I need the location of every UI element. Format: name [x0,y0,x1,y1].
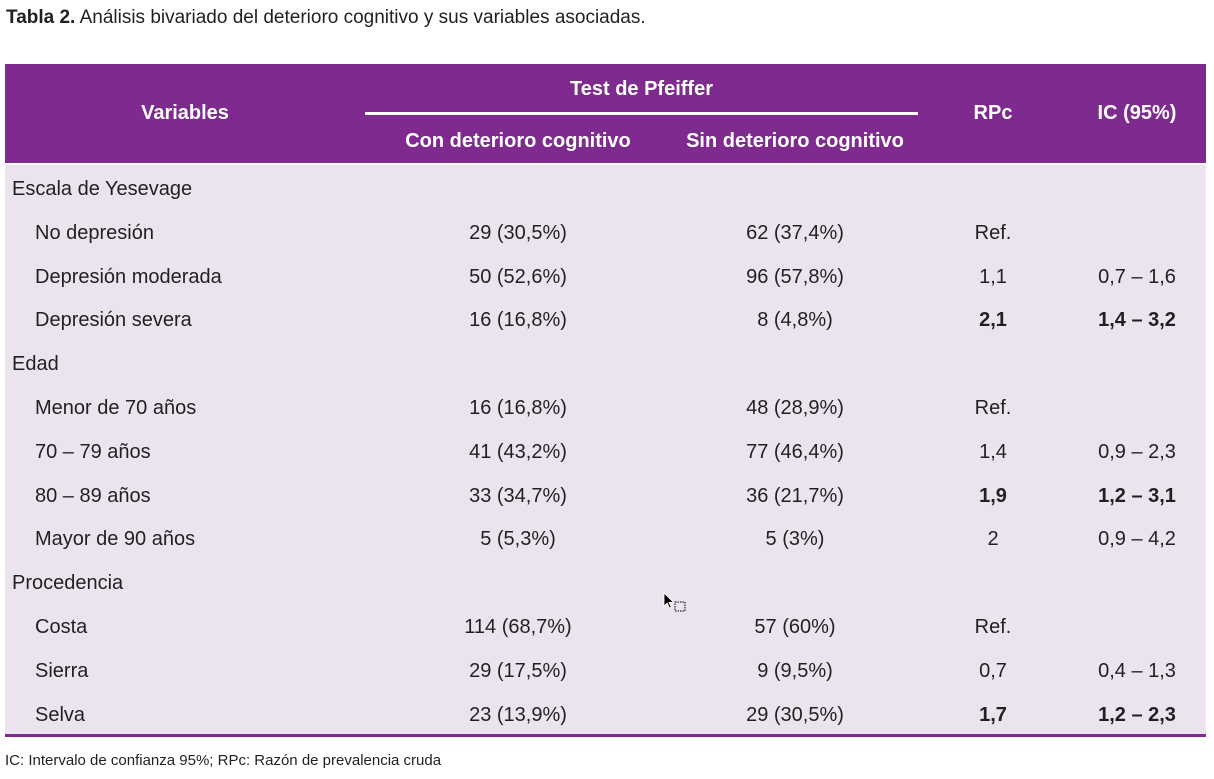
row-label: 80 – 89 años [35,484,151,507]
row-label: Depresión moderada [35,265,222,288]
cell-ic: 0,9 – 2,3 [1098,440,1176,463]
cell-sin-deterioro: 36 (21,7%) [746,484,844,507]
header-ic: IC (95%) [1097,102,1177,124]
table-row: Sierra 29 (17,5%) 9 (9,5%) 0,7 0,4 – 1,3 [5,650,1206,694]
cell-con-deterioro: 33 (34,7%) [469,484,567,507]
cell-con-deterioro: 50 (52,6%) [469,265,567,288]
data-table: Variables Test de Pfeiffer Con deterioro… [5,64,1206,736]
cell-ic: 0,4 – 1,3 [1098,659,1176,682]
cell-rpc: 1,4 [979,440,1007,463]
cell-con-deterioro: 29 (17,5%) [469,659,567,682]
cell-ic: 1,2 – 2,3 [1098,703,1176,726]
row-label: Selva [35,703,86,726]
cell-sin-deterioro: 9 (9,5%) [757,659,833,682]
cell-ic: 0,7 – 1,6 [1098,265,1176,288]
cell-con-deterioro: 23 (13,9%) [469,703,567,726]
cell-rpc: 2,1 [979,309,1007,332]
cell-ic: 0,9 – 4,2 [1098,528,1176,551]
table-body: Escala de Yesevage No depresión 29 (30,5%)… [5,168,1206,737]
cell-sin-deterioro: 8 (4,8%) [757,309,833,332]
cell-sin-deterioro: 5 (3%) [765,528,825,551]
row-label: Costa [35,615,88,638]
cell-rpc: 1,9 [979,484,1007,507]
table-row: 80 – 89 años 33 (34,7%) 36 (21,7%) 1,9 1,2 –… [5,475,1206,519]
cell-con-deterioro: 114 (68,7%) [464,615,572,638]
header-variables: Variables [141,102,229,124]
row-label: Depresión severa [35,309,192,332]
table-bottom-rule [5,734,1206,737]
row-label: Mayor de 90 años [35,528,196,551]
table-row: Mayor de 90 años 5 (5,3%) 5 (3%) 2 0,9 – 4,2 [5,518,1206,562]
caption-label: Tabla 2. [6,7,76,28]
row-label: Escala de Yesevage [12,178,193,200]
cell-con-deterioro: 16 (16,8%) [469,309,567,332]
cell-rpc: Ref. [974,396,1012,419]
cell-sin-deterioro: 57 (60%) [754,615,836,638]
cell-rpc: 0,7 [979,659,1007,682]
cell-rpc: Ref. [974,221,1012,244]
row-label: Procedencia [12,572,124,595]
table-group-row: Escala de Yesevage [5,168,1206,212]
header-divider [5,163,1206,165]
cell-ic: 1,4 – 3,2 [1098,309,1176,332]
row-label: No depresión [35,221,154,244]
row-label: 70 – 79 años [35,440,151,463]
table-row: Depresión moderada 50 (52,6%) 96 (57,8%) 1,… [5,256,1206,300]
cell-ic: 1,2 – 3,1 [1098,484,1176,507]
caption-text: Análisis bivariado del deterioro cogniti… [79,7,646,28]
row-label: Menor de 70 años [35,396,197,419]
mouse-pointer-icon [663,592,686,612]
header-sin-deterioro: Sin deterioro cognitivo [686,130,904,152]
header-con-deterioro: Con deterioro cognitivo [405,130,631,152]
row-label: Sierra [35,659,89,682]
table-row: 70 – 79 años 41 (43,2%) 77 (46,4%) 1,4 0,9 –… [5,431,1206,475]
cell-sin-deterioro: 77 (46,4%) [746,440,844,463]
cell-rpc: 2 [987,528,999,551]
table-row: Costa 114 (68,7%) 57 (60%) Ref. [5,606,1206,650]
cell-con-deterioro: 5 (5,3%) [480,528,556,551]
table-row: Menor de 70 años 16 (16,8%) 48 (28,9%) Ref. [5,387,1206,431]
table-row: No depresión 29 (30,5%) 62 (37,4%) Ref. [5,212,1206,256]
table-footnote: IC: Intervalo de confianza 95%; RPc: Raz… [5,752,442,769]
row-label: Edad [12,353,59,376]
table-group-row: Procedencia [5,562,1206,606]
table-header: Variables Test de Pfeiffer Con deterioro… [5,64,1206,163]
table-row: Selva 23 (13,9%) 29 (30,5%) 1,7 1,2 – 2,3 [5,694,1206,738]
cell-sin-deterioro: 62 (37,4%) [746,221,844,244]
table-group-row: Edad [5,343,1206,387]
cell-rpc: 1,1 [979,265,1007,288]
cell-con-deterioro: 16 (16,8%) [469,396,567,419]
table-caption: Tabla 2. Análisis bivariado del deterior… [6,7,646,29]
cell-con-deterioro: 29 (30,5%) [469,221,567,244]
cell-sin-deterioro: 29 (30,5%) [746,703,844,726]
cell-rpc: 1,7 [979,703,1007,726]
table-row: Depresión severa 16 (16,8%) 8 (4,8%) 2,1 1,4… [5,299,1206,343]
cell-sin-deterioro: 96 (57,8%) [746,265,844,288]
cell-con-deterioro: 41 (43,2%) [469,440,567,463]
header-group-rule [365,112,918,115]
cell-sin-deterioro: 48 (28,9%) [746,396,844,419]
cell-rpc: Ref. [974,615,1012,638]
header-rpc: RPc [973,102,1013,124]
header-test-group: Test de Pfeiffer [570,78,713,100]
